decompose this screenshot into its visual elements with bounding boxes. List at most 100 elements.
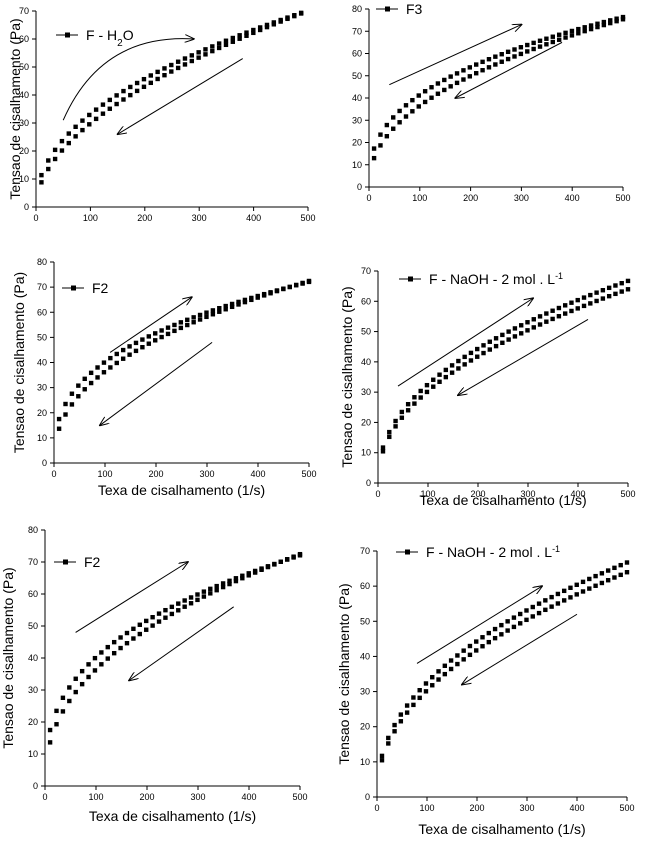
- arrow-decreasing: [462, 613, 578, 684]
- legend-label-part: L: [544, 544, 552, 560]
- data-point: [293, 282, 299, 288]
- data-point: [59, 148, 65, 153]
- data-point: [392, 722, 397, 728]
- data-point: [575, 306, 580, 311]
- data-point: [172, 328, 177, 334]
- y-tick-label: 20: [352, 138, 362, 148]
- data-point: [182, 604, 187, 609]
- data-point: [397, 120, 402, 125]
- x-tick-label: 400: [569, 803, 584, 813]
- data-point: [134, 88, 140, 94]
- data-point: [153, 338, 158, 343]
- data-point: [563, 35, 568, 40]
- data-point: [66, 140, 71, 146]
- data-point: [581, 303, 587, 309]
- data-point: [220, 581, 226, 586]
- y-tick-label: 10: [361, 448, 371, 458]
- data-point: [169, 69, 174, 74]
- data-point: [418, 388, 423, 394]
- series-down: [56, 278, 312, 431]
- data-point: [391, 115, 396, 120]
- data-point: [159, 334, 164, 340]
- data-point: [162, 72, 167, 78]
- data-point: [505, 56, 511, 62]
- legend-marker: [65, 32, 70, 38]
- data-point: [424, 389, 430, 395]
- y-axis-title: Tensao de cisalhamento (Pa): [0, 567, 16, 748]
- data-point: [588, 23, 594, 28]
- data-point: [454, 71, 460, 76]
- data-point: [99, 650, 104, 655]
- data-point: [531, 40, 536, 46]
- data-point: [556, 305, 562, 311]
- data-point: [569, 308, 574, 314]
- data-point: [195, 592, 200, 597]
- data-point: [133, 348, 139, 354]
- data-point: [204, 314, 209, 320]
- data-point: [587, 576, 592, 582]
- data-point: [240, 573, 245, 578]
- x-tick-label: 200: [137, 213, 152, 223]
- data-point: [108, 365, 113, 370]
- series-up: [39, 10, 304, 178]
- data-point: [101, 360, 107, 365]
- data-point: [210, 44, 215, 49]
- data-point: [191, 315, 196, 320]
- data-point: [555, 591, 561, 597]
- data-point: [556, 37, 562, 42]
- data-point: [82, 376, 87, 382]
- series-down: [371, 17, 626, 161]
- data-point: [448, 84, 453, 89]
- data-point: [127, 352, 132, 357]
- data-point: [108, 355, 113, 361]
- y-tick-label: 40: [352, 93, 362, 103]
- data-point: [537, 44, 543, 49]
- data-point: [549, 594, 554, 600]
- data-point: [185, 322, 190, 328]
- data-point: [298, 11, 304, 16]
- data-point: [606, 293, 612, 299]
- data-point: [574, 592, 579, 597]
- data-point: [486, 630, 491, 636]
- data-point: [140, 345, 145, 350]
- data-point: [493, 54, 498, 59]
- data-point: [531, 46, 536, 52]
- data-point: [284, 557, 290, 562]
- x-tick-label: 100: [88, 792, 103, 802]
- y-tick-label: 10: [352, 160, 362, 170]
- data-point: [544, 36, 549, 41]
- data-point: [210, 48, 215, 54]
- data-point: [371, 155, 377, 161]
- data-point: [588, 292, 593, 298]
- data-point: [201, 594, 207, 599]
- data-point: [601, 19, 607, 25]
- data-point: [392, 729, 397, 734]
- data-point: [172, 322, 177, 328]
- data-point: [227, 578, 232, 584]
- data-point: [148, 80, 153, 86]
- data-point: [52, 156, 58, 162]
- data-point: [297, 551, 303, 557]
- data-point: [422, 99, 428, 105]
- data-point: [487, 347, 492, 352]
- data-point: [80, 127, 85, 133]
- data-point: [550, 308, 555, 313]
- data-point: [69, 402, 75, 407]
- data-point: [417, 695, 422, 701]
- data-point: [524, 608, 529, 613]
- data-point: [146, 341, 152, 346]
- data-point: [608, 18, 613, 23]
- legend-label-sup: -1: [555, 271, 563, 281]
- legend: F2: [62, 280, 109, 296]
- data-point: [141, 76, 147, 82]
- data-point: [391, 126, 396, 131]
- data-point: [431, 377, 436, 382]
- data-point: [562, 311, 568, 316]
- y-tick-label: 10: [360, 757, 370, 767]
- data-point: [550, 39, 555, 45]
- series-up: [47, 553, 303, 733]
- series-down: [380, 287, 631, 454]
- data-point: [124, 640, 130, 646]
- data-point: [404, 703, 410, 708]
